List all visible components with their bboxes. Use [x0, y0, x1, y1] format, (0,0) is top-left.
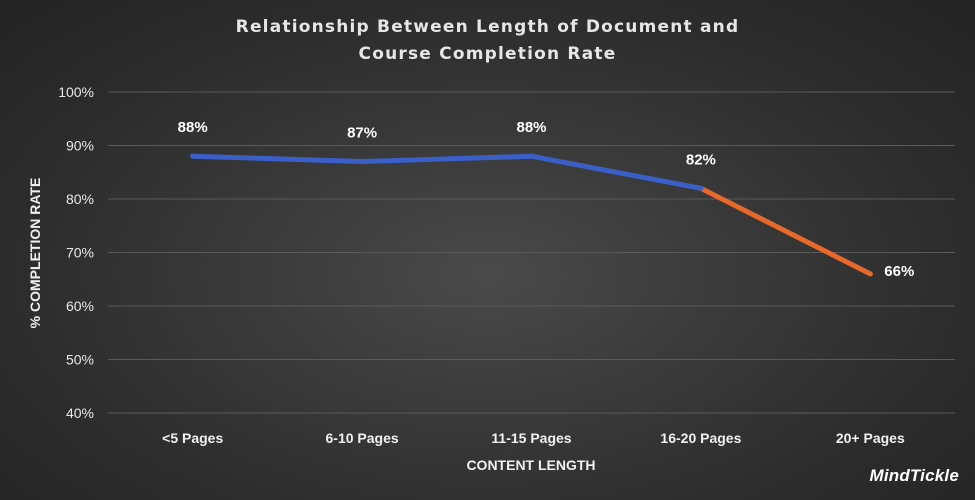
data-point [698, 185, 704, 191]
chart-title-line-2: Course Completion Rate [358, 44, 617, 64]
data-label: 88% [516, 119, 546, 136]
series-line [190, 153, 873, 277]
data-point [190, 153, 196, 159]
x-axis-title: CONTENT LENGTH [466, 457, 595, 473]
y-tick-label: 50% [66, 352, 94, 368]
chart-title-line-1: Relationship Between Length of Document … [235, 17, 740, 37]
x-axis-ticks: <5 Pages 6-10 Pages 11-15 Pages 16-20 Pages… [162, 430, 905, 446]
data-point [867, 271, 873, 277]
y-axis-ticks: 40% 50% 60% 70% 80% 90% 100% [58, 84, 94, 421]
data-point [529, 153, 534, 159]
series-line-primary [190, 153, 704, 191]
x-tick-label: 11-15 Pages [491, 430, 571, 446]
y-tick-label: 70% [66, 245, 94, 261]
mindtickle-logo: MindTickle [869, 466, 959, 486]
x-tick-label: 16-20 Pages [660, 430, 741, 446]
series-line-highlight [698, 185, 873, 277]
data-label: 88% [178, 119, 208, 136]
y-tick-label: 60% [66, 298, 94, 314]
data-point [359, 159, 365, 165]
data-labels: 88% 87% 88% 82% 66% [178, 119, 915, 280]
x-tick-label: 6-10 Pages [326, 430, 399, 446]
y-tick-label: 40% [66, 405, 94, 421]
data-label: 87% [347, 125, 377, 142]
gridlines [108, 91, 955, 414]
x-tick-label: <5 Pages [162, 430, 223, 446]
y-tick-label: 100% [58, 84, 94, 100]
x-tick-label: 20+ Pages [836, 430, 905, 446]
data-label: 66% [884, 263, 914, 280]
y-tick-label: 90% [66, 138, 94, 154]
y-tick-label: 80% [66, 191, 94, 207]
logo-text: MindTickle [869, 466, 959, 485]
data-label: 82% [686, 151, 716, 168]
y-axis-title: % COMPLETION RATE [27, 178, 43, 329]
